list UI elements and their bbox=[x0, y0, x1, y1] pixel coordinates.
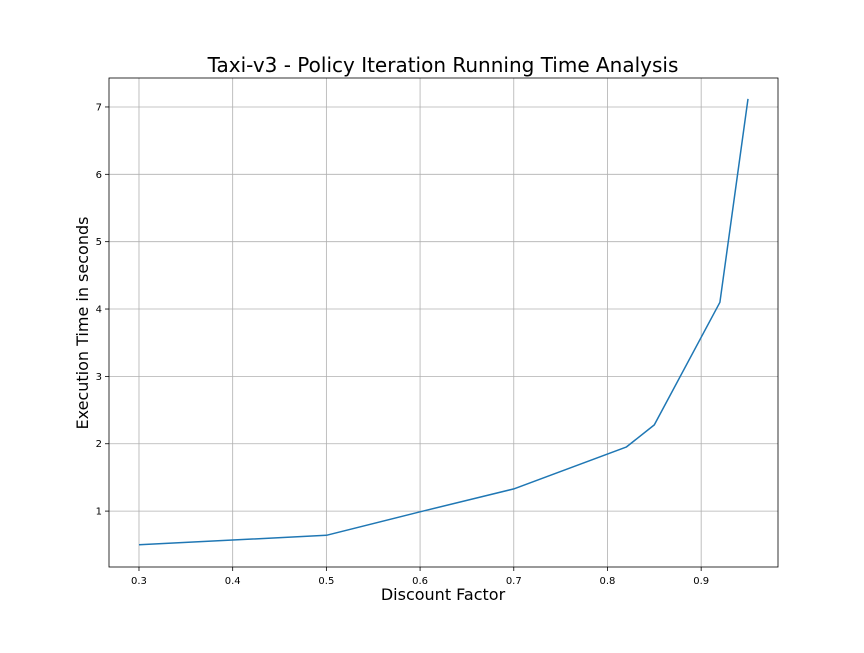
y-tick-label: 2 bbox=[96, 439, 102, 450]
x-tick-label: 0.6 bbox=[412, 576, 428, 587]
x-tick-label: 0.8 bbox=[600, 576, 616, 587]
x-tick-label: 0.5 bbox=[318, 576, 334, 587]
y-tick-label: 3 bbox=[96, 372, 102, 383]
x-axis-ticks: 0.3 0.4 0.5 0.6 0.7 0.8 0.9 bbox=[131, 567, 709, 587]
x-tick-label: 0.4 bbox=[225, 576, 241, 587]
x-tick-label: 0.3 bbox=[131, 576, 147, 587]
plot-frame bbox=[108, 77, 779, 568]
grid bbox=[109, 78, 778, 567]
y-axis-label: Execution Time in seconds bbox=[73, 217, 92, 430]
y-axis-ticks: 1 2 3 4 5 6 7 bbox=[96, 102, 109, 518]
series-layer bbox=[138, 98, 749, 546]
chart-title: Taxi-v3 - Policy Iteration Running Time … bbox=[207, 53, 679, 77]
y-tick-label: 4 bbox=[96, 305, 102, 316]
y-tick-label: 5 bbox=[96, 237, 102, 248]
y-tick-label: 7 bbox=[96, 102, 102, 113]
x-axis-label: Discount Factor bbox=[381, 585, 506, 604]
x-tick-label: 0.9 bbox=[693, 576, 709, 587]
y-tick-label: 6 bbox=[96, 170, 102, 181]
y-tick-label: 1 bbox=[96, 507, 102, 518]
x-tick-label: 0.7 bbox=[506, 576, 522, 587]
series-line bbox=[138, 98, 749, 546]
